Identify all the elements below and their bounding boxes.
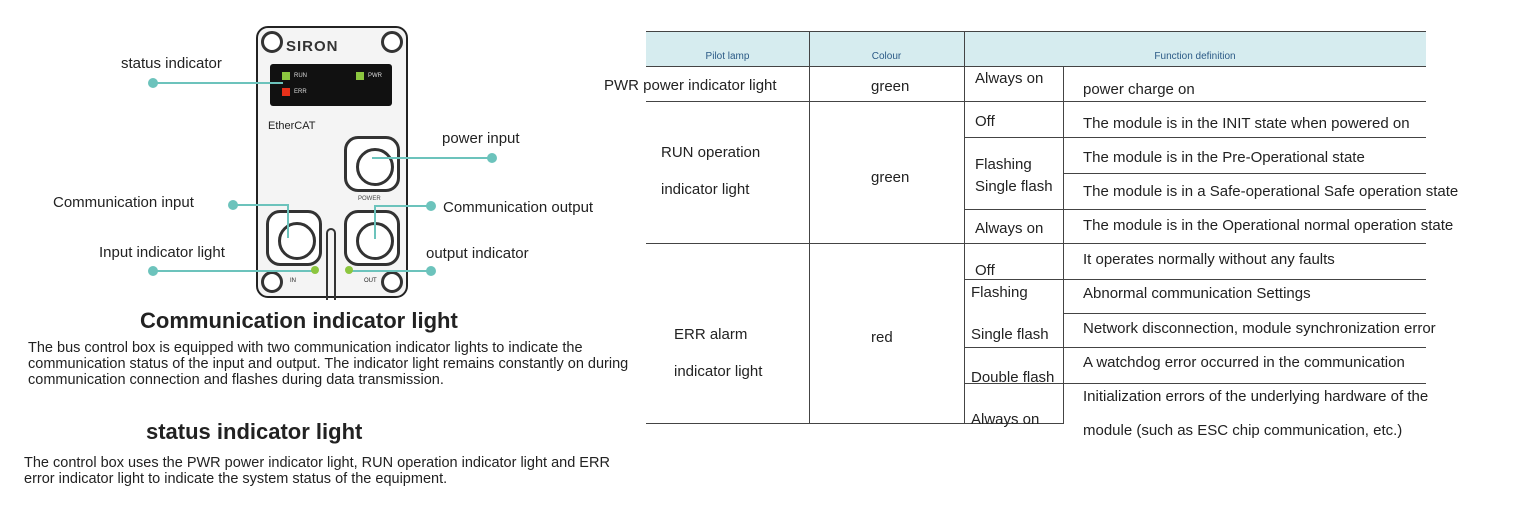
in-port-label: IN xyxy=(290,278,296,284)
lamp-err: ERR alarm xyxy=(674,326,748,343)
callout-line xyxy=(374,205,429,207)
callout-line xyxy=(374,205,376,239)
definition: Initialization errors of the underlying … xyxy=(1083,388,1429,405)
definition: The module is in the Pre-Operational sta… xyxy=(1083,149,1365,166)
err-led-label: ERR xyxy=(294,89,307,95)
out-led xyxy=(345,266,353,274)
screw-icon xyxy=(381,271,403,293)
status-led-panel: RUN PWR ERR xyxy=(270,64,392,106)
state: Single flash xyxy=(971,326,1049,343)
run-led-label: RUN xyxy=(294,73,307,79)
callout-line xyxy=(232,204,288,206)
state: Always on xyxy=(971,411,1040,428)
section-body-status: The control box uses the PWR power indic… xyxy=(24,455,610,487)
section-body-communication: The bus control box is equipped with two… xyxy=(28,340,629,388)
section-title-status: status indicator light xyxy=(146,419,363,444)
callout-line xyxy=(153,270,313,272)
lamp-pwr: PWR power indicator light xyxy=(604,77,777,94)
callout-input-indicator: Input indicator light xyxy=(99,244,225,261)
brand-logo: SIRON xyxy=(286,38,339,55)
bus-control-box-image: SIRON RUN PWR ERR EtherCAT POWER IN OUT xyxy=(256,26,408,300)
pwr-led-label: PWR xyxy=(368,73,382,79)
state: Single flash xyxy=(975,178,1053,195)
err-led xyxy=(282,88,290,96)
power-port-label: POWER xyxy=(358,196,381,202)
colour-pwr: green xyxy=(871,78,910,95)
section-title-communication: Communication indicator light xyxy=(140,308,458,333)
definition: A watchdog error occurred in the communi… xyxy=(1083,354,1405,371)
callout-communication-input: Communication input xyxy=(53,194,194,211)
in-connector xyxy=(266,210,322,266)
screw-icon xyxy=(261,31,283,53)
state: Always on xyxy=(975,220,1044,237)
callout-communication-output: Communication output xyxy=(443,199,594,216)
power-connector xyxy=(344,136,400,192)
definition: The module is in a Safe-operational Safe… xyxy=(1083,183,1459,200)
definition: The module is in the Operational normal … xyxy=(1083,217,1454,234)
table-header xyxy=(646,31,1426,66)
definition: It operates normally without any faults xyxy=(1083,251,1335,268)
screw-icon xyxy=(381,31,403,53)
out-port-label: OUT xyxy=(364,278,377,284)
in-led xyxy=(311,266,319,274)
slot xyxy=(326,228,336,300)
lamp-err: indicator light xyxy=(674,363,763,380)
state: Always on xyxy=(975,70,1044,87)
state: Off xyxy=(975,113,995,130)
callout-output-indicator: output indicator xyxy=(426,245,529,262)
callout-dot xyxy=(487,153,497,163)
callout-line xyxy=(153,82,283,84)
state: Off xyxy=(975,262,995,279)
callout-dot xyxy=(426,201,436,211)
out-connector xyxy=(344,210,400,266)
callout-line xyxy=(372,157,490,159)
run-led xyxy=(282,72,290,80)
definition: module (such as ESC chip communication, … xyxy=(1083,422,1403,439)
state: Double flash xyxy=(971,369,1055,386)
lamp-run: RUN operation xyxy=(661,144,761,161)
header-function: Function definition xyxy=(1154,51,1236,62)
callout-line xyxy=(287,204,289,238)
lamp-run: indicator light xyxy=(661,181,750,198)
pwr-led xyxy=(356,72,364,80)
screw-icon xyxy=(261,271,283,293)
callout-power-input: power input xyxy=(442,130,520,147)
state: Flashing xyxy=(975,156,1032,173)
definition: power charge on xyxy=(1083,81,1195,98)
ethercat-logo: EtherCAT xyxy=(268,120,316,132)
header-pilot-lamp: Pilot lamp xyxy=(705,51,750,62)
definition: Abnormal communication Settings xyxy=(1083,285,1311,302)
header-colour: Colour xyxy=(871,51,902,62)
callout-status-indicator: status indicator xyxy=(121,55,222,72)
callout-line xyxy=(350,270,430,272)
colour-err: red xyxy=(871,329,893,346)
state: Flashing xyxy=(971,284,1028,301)
colour-run: green xyxy=(871,169,910,186)
callout-dot xyxy=(426,266,436,276)
definition: The module is in the INIT state when pow… xyxy=(1083,115,1410,132)
definition: Network disconnection, module synchroniz… xyxy=(1083,320,1436,337)
